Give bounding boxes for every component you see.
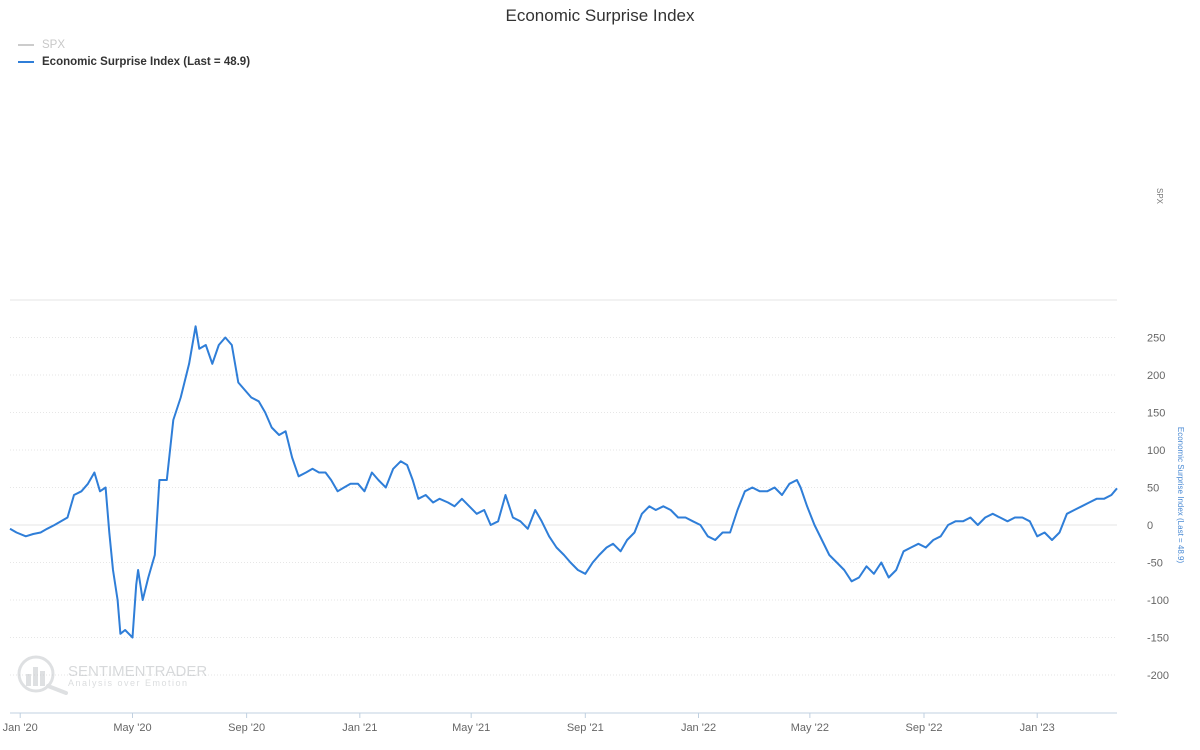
x-tick-label: Jan '20 [3,722,38,734]
x-tick-label: Jan '22 [681,722,716,734]
legend: SPX Economic Surprise Index (Last = 48.9… [18,36,250,70]
y-tick-label: -150 [1147,633,1169,645]
x-tick-label: Sep '22 [906,722,943,734]
watermark-tagline: Analysis over Emotion [68,678,189,688]
x-tick-label: Sep '20 [228,722,265,734]
magnifier-handle-icon [46,684,68,695]
bar-chart-icon [33,667,38,686]
legend-swatch-spx [18,43,34,46]
grid-lines [10,299,1117,676]
x-axis: Jan '20 May '20 Sep '20 Jan '21 May '21 Sep '… [3,712,1117,734]
y-tick-label: 250 [1147,333,1165,345]
watermark-logo: SENTIMENTRADER Analysis over Emotion [17,655,207,695]
y-tick-label: 0 [1147,520,1153,532]
legend-label-spx: SPX [42,38,66,51]
y-tick-label: 50 [1147,483,1159,495]
bar-chart-icon [26,674,31,686]
legend-swatch-economic-surprise-index [18,60,34,63]
legend-item-spx[interactable]: SPX [18,36,250,53]
x-tick-label: Jan '21 [342,722,377,734]
x-tick-label: Jan '23 [1020,722,1055,734]
y-tick-label: 150 [1147,408,1165,420]
y-tick-label: -100 [1147,595,1169,607]
x-tick-label: May '21 [452,722,490,734]
y-tick-label: 200 [1147,370,1165,382]
watermark-brand: SENTIMENTRADER [68,663,207,680]
x-tick-label: Sep '21 [567,722,604,734]
legend-item-economic-surprise-index[interactable]: Economic Surprise Index (Last = 48.9) [18,53,250,70]
y-tick-label: 100 [1147,445,1165,457]
y-axis-title: Economic Surprise Index (Last = 48.9) [1176,427,1185,564]
x-tick-label: May '22 [791,722,829,734]
y-tick-label: -200 [1147,670,1169,682]
bar-chart-icon [40,671,45,686]
y-axis: 250 200 150 100 50 0 -50 -100 -150 -200 [1147,333,1169,683]
y-tick-label: -50 [1147,558,1163,570]
secondary-y-axis-title: SPX [1155,188,1164,205]
series-line-economic-surprise-index [9,325,1118,639]
chart-title: Economic Surprise Index [505,6,695,25]
magnifier-icon [17,655,55,693]
legend-label-economic-surprise-index: Economic Surprise Index (Last = 48.9) [42,55,251,68]
x-tick-label: May '20 [113,722,151,734]
